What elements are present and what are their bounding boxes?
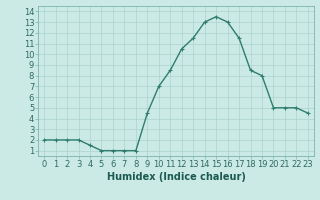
X-axis label: Humidex (Indice chaleur): Humidex (Indice chaleur) [107,172,245,182]
